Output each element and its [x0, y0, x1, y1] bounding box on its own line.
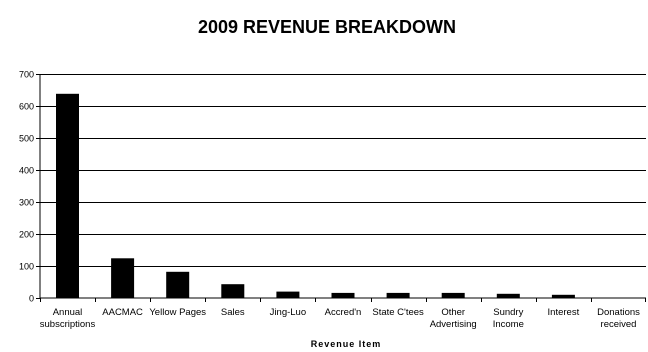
x-category-label: Accred'n — [325, 307, 362, 318]
bar — [386, 292, 410, 298]
x-category-label: AACMAC — [102, 307, 143, 318]
x-category-label: Jing-Luo — [270, 307, 306, 318]
bar — [496, 293, 520, 298]
x-category-label: State C'tees — [372, 307, 424, 318]
bars — [56, 93, 575, 298]
x-category-label: Other Advertising — [430, 307, 477, 330]
y-axis-ticks: 0 100 200 300 400 500 600 700 — [19, 70, 40, 304]
chart-title: 2009 REVENUE BREAKDOWN — [198, 17, 456, 37]
bar — [551, 294, 575, 298]
bar — [56, 93, 79, 298]
x-category-label: Interest — [548, 307, 580, 318]
bar — [166, 271, 190, 298]
x-category-label: Yellow Pages — [149, 307, 206, 318]
y-tick-label: 300 — [19, 198, 34, 208]
y-tick-label: 700 — [19, 70, 34, 80]
bar — [221, 284, 245, 298]
x-category-label: Donations received — [597, 307, 640, 330]
x-category-label: Annual subscriptions — [40, 307, 96, 330]
y-tick-label: 100 — [19, 262, 34, 272]
bar — [331, 292, 355, 298]
y-tick-label: 0 — [29, 294, 34, 304]
y-tick-label: 600 — [19, 102, 34, 112]
gridlines — [40, 74, 646, 267]
x-axis-category-labels: Annual subscriptions AACMAC Yellow Pages Sal… — [40, 298, 646, 330]
x-category-label: Sundry Income — [493, 307, 524, 330]
x-axis-title: Revenue Item — [311, 339, 382, 349]
bar — [276, 291, 300, 298]
y-tick-label: 500 — [19, 134, 34, 144]
y-tick-label: 400 — [19, 166, 34, 176]
bar — [441, 292, 465, 298]
bar — [111, 258, 135, 298]
y-tick-label: 200 — [19, 230, 34, 240]
x-category-label: Sales — [221, 307, 245, 318]
